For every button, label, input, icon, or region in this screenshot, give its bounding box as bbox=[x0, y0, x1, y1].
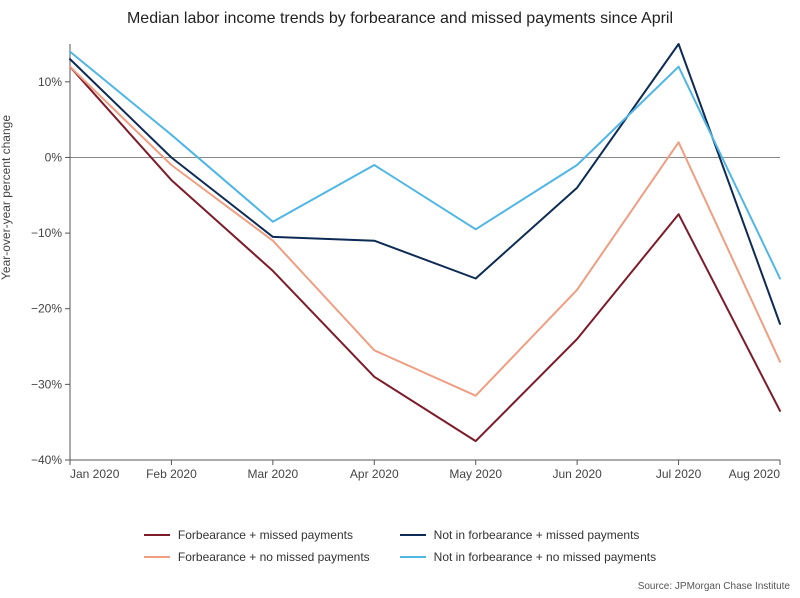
legend-label: Not in forbearance + missed payments bbox=[434, 528, 640, 542]
legend-swatch bbox=[400, 534, 426, 536]
legend-column-right: Not in forbearance + missed payments Not… bbox=[400, 528, 656, 564]
svg-text:Feb 2020: Feb 2020 bbox=[146, 467, 197, 481]
legend-swatch bbox=[144, 534, 170, 536]
legend-item-forbearance-missed: Forbearance + missed payments bbox=[144, 528, 370, 542]
legend-swatch bbox=[400, 556, 426, 558]
svg-text:Apr 2020: Apr 2020 bbox=[350, 467, 399, 481]
line-chart: Median labor income trends by forbearanc… bbox=[0, 0, 800, 598]
svg-text:Jul 2020: Jul 2020 bbox=[656, 467, 702, 481]
svg-text:May 2020: May 2020 bbox=[449, 467, 502, 481]
svg-text:−40%: −40% bbox=[31, 453, 62, 467]
legend-column-left: Forbearance + missed payments Forbearanc… bbox=[144, 528, 370, 564]
svg-text:−30%: −30% bbox=[31, 377, 62, 391]
legend-item-not-forbearance-no-missed: Not in forbearance + no missed payments bbox=[400, 550, 656, 564]
series-not_forbearance_no_missed bbox=[70, 52, 780, 279]
svg-text:0%: 0% bbox=[45, 150, 63, 164]
plot-area: −40% −30% −20% −10% 0% 10% Jan 2020 Feb 2020 Mar… bbox=[0, 0, 800, 598]
svg-text:10%: 10% bbox=[38, 75, 62, 89]
legend-swatch bbox=[144, 556, 170, 558]
source-attribution: Source: JPMorgan Chase Institute bbox=[638, 581, 790, 592]
svg-text:Jan 2020: Jan 2020 bbox=[70, 467, 120, 481]
series-forbearance_missed bbox=[70, 67, 780, 441]
svg-text:−20%: −20% bbox=[31, 302, 62, 316]
legend-label: Forbearance + no missed payments bbox=[178, 550, 370, 564]
svg-text:Mar 2020: Mar 2020 bbox=[248, 467, 299, 481]
svg-text:Aug 2020: Aug 2020 bbox=[729, 467, 781, 481]
legend-item-not-forbearance-missed: Not in forbearance + missed payments bbox=[400, 528, 656, 542]
legend-item-forbearance-no-missed: Forbearance + no missed payments bbox=[144, 550, 370, 564]
series-forbearance_no_missed bbox=[70, 67, 780, 396]
svg-text:Jun 2020: Jun 2020 bbox=[552, 467, 602, 481]
legend: Forbearance + missed payments Forbearanc… bbox=[0, 528, 800, 564]
legend-label: Not in forbearance + no missed payments bbox=[434, 550, 656, 564]
svg-text:−10%: −10% bbox=[31, 226, 62, 240]
legend-label: Forbearance + missed payments bbox=[178, 528, 353, 542]
